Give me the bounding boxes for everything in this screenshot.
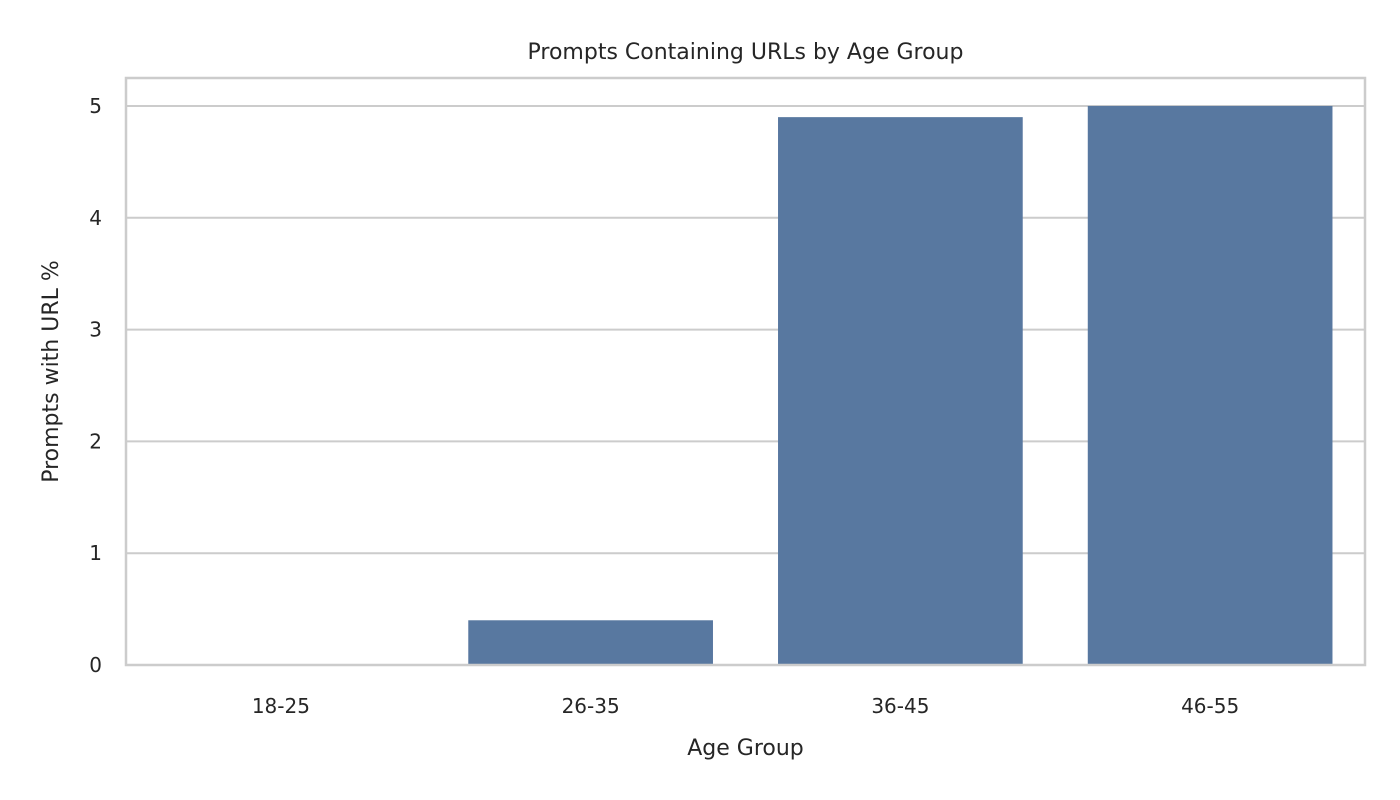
y-tick-labels: 0 1 2 3 4 5	[89, 94, 102, 677]
bar-36-45	[778, 117, 1023, 666]
plot-frame	[124, 76, 1367, 667]
x-tick-label: 46-55	[1181, 694, 1239, 718]
chart-title: Prompts Containing URLs by Age Group	[528, 40, 964, 65]
y-tick-label: 5	[89, 94, 102, 118]
x-tick-label: 26-35	[562, 694, 620, 718]
y-tick-label: 1	[89, 541, 102, 565]
y-tick-label: 4	[89, 206, 102, 230]
bar-26-35	[468, 620, 713, 665]
y-tick-label: 0	[89, 653, 102, 677]
x-tick-labels: 18-25 26-35 36-45 46-55	[252, 694, 1239, 718]
y-tick-label: 2	[89, 429, 102, 453]
bar-46-55	[1087, 105, 1333, 665]
x-tick-label: 18-25	[252, 694, 310, 718]
y-axis-label: Prompts with URL %	[39, 260, 64, 483]
bars	[468, 105, 1333, 666]
x-axis-label: Age Group	[687, 736, 804, 761]
x-tick-label: 36-45	[871, 694, 929, 718]
y-tick-label: 3	[89, 318, 102, 342]
